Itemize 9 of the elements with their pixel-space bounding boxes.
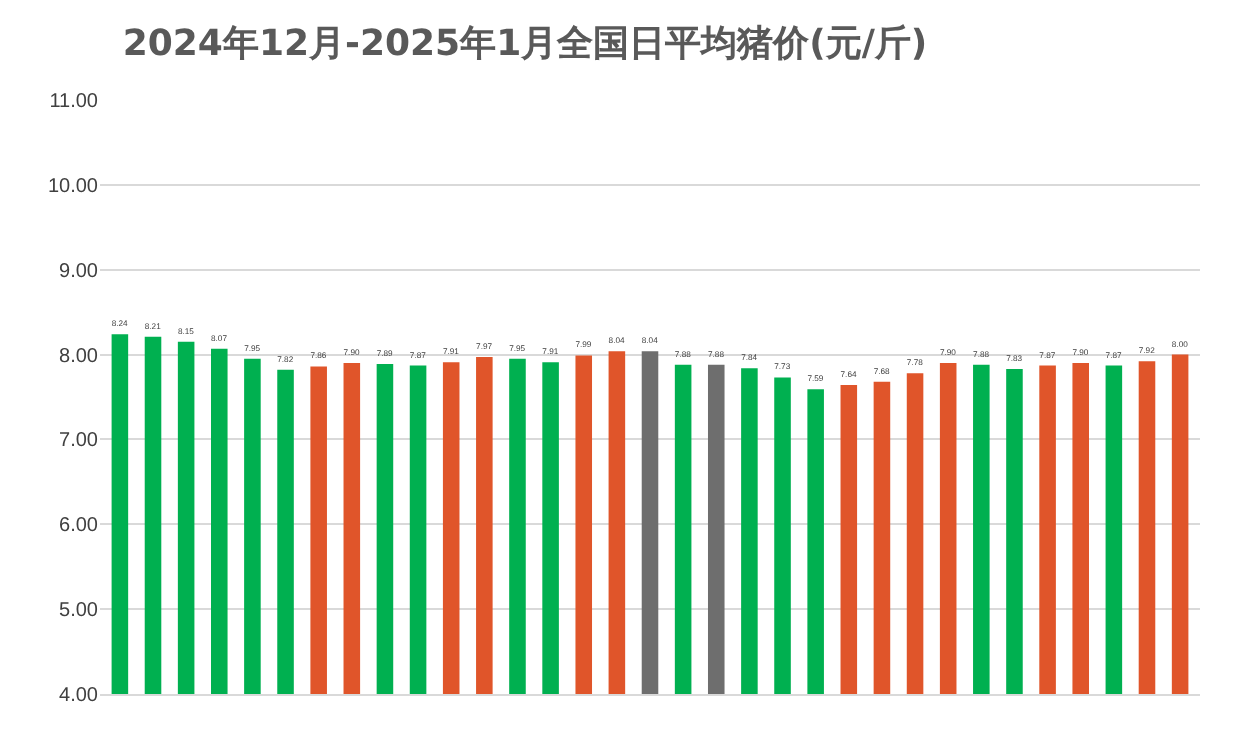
y-tick-label: 7.00 <box>59 430 99 453</box>
y-tick-label: 8.00 <box>59 345 99 368</box>
y-tick-label: 6.00 <box>59 515 99 538</box>
chart-title: 2024年12月-2025年1月全国日平均猪价(元/斤) <box>122 22 928 65</box>
y-tick-label: 5.00 <box>59 600 99 623</box>
y-tick-label: 9.00 <box>59 260 99 283</box>
y-tick-label: 11.00 <box>49 91 99 113</box>
y-tick-label: 4.00 <box>59 685 99 707</box>
y-tick-label: 10.00 <box>47 175 99 198</box>
